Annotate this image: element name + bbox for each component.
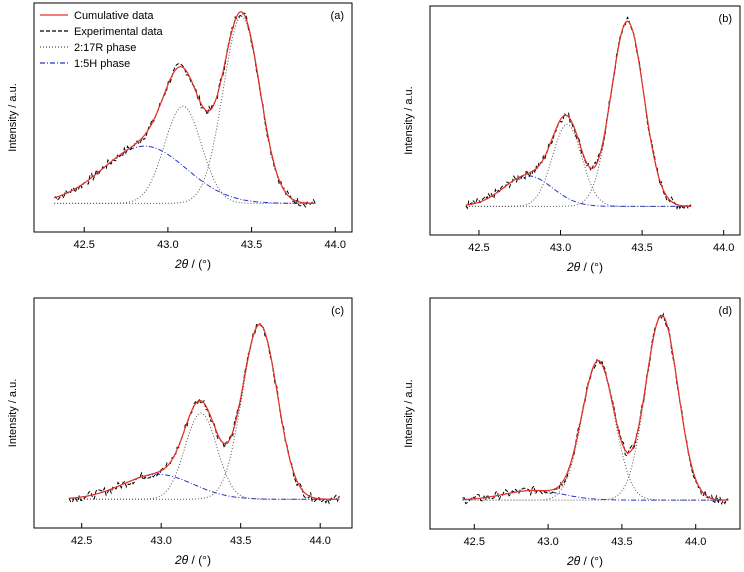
chart-panel-d: 42.5 43.0 43.5 44.0 2θ / (°) Intensity / a.u.…	[403, 297, 741, 568]
x-axis-symbol: 2θ	[566, 260, 581, 274]
x-axis-label: 2θ / (°)	[566, 260, 603, 274]
x-tick-label: 44.0	[309, 535, 330, 547]
x-tick-label: 42.5	[73, 239, 94, 251]
panel-frame	[33, 297, 353, 529]
x-axis-unit: / (°)	[188, 257, 211, 271]
x-axis-label: 2θ / (°)	[174, 553, 211, 567]
x-axis-unit: / (°)	[580, 260, 603, 274]
x-tick-label: 43.0	[537, 536, 558, 548]
x-axis-symbol: 2θ	[566, 554, 581, 568]
series-2-17r-phase-secondary	[54, 105, 316, 204]
panel-label: (d)	[719, 305, 732, 317]
x-tick-label: 43.0	[150, 535, 171, 547]
x-axis-label: 2θ / (°)	[566, 554, 603, 568]
panel-frame	[33, 2, 353, 233]
x-tick-label: 43.5	[611, 536, 632, 548]
x-axis-label: 2θ / (°)	[174, 257, 211, 271]
x-tick-label: 44.0	[685, 536, 706, 548]
x-tick-label: 44.0	[325, 239, 346, 251]
series-2-17r-phase-main	[465, 20, 692, 207]
y-axis-label: Intensity / a.u.	[403, 86, 415, 154]
series-cumulative-data	[68, 323, 340, 500]
legend: Cumulative data Experimental data 2:17R ph…	[40, 10, 164, 70]
chart-panel-a: 42.5 43.0 43.5 44.0 2θ / (°) Intensity / a.u.…	[7, 2, 353, 271]
x-tick-label: 43.5	[241, 239, 262, 251]
panel-label: (b)	[719, 13, 732, 25]
x-axis-unit: / (°)	[580, 554, 603, 568]
x-tick-label: 42.5	[464, 536, 485, 548]
x-axis-symbol: 2θ	[174, 553, 189, 567]
panel-frame	[429, 5, 741, 236]
series-2-17r-phase-secondary	[69, 412, 340, 500]
legend-label-experimental: Experimental data	[74, 26, 164, 38]
series-experimental-data	[462, 312, 729, 506]
chart-panel-b: 42.5 43.0 43.5 44.0 2θ / (°) Intensity / a.u.…	[403, 5, 741, 274]
legend-label-phase_2_17R: 2:17R phase	[74, 42, 136, 54]
y-axis-label: Intensity / a.u.	[403, 379, 415, 447]
legend-label-cumulative: Cumulative data	[74, 10, 154, 22]
panel-label: (c)	[331, 305, 344, 317]
x-tick-label: 43.5	[230, 535, 251, 547]
series-experimental-data	[465, 16, 692, 210]
series-1-5h-phase	[68, 473, 340, 500]
chart-panel-c: 42.5 43.0 43.5 44.0 2θ / (°) Intensity / a.u.…	[7, 297, 353, 567]
series-2-17r-phase-main	[69, 324, 340, 500]
x-tick-label: 43.5	[631, 242, 652, 254]
x-tick-label: 43.0	[550, 242, 571, 254]
x-tick-label: 42.5	[71, 535, 92, 547]
y-axis-label: Intensity / a.u.	[7, 83, 19, 151]
panel-label: (a)	[331, 10, 344, 22]
series-cumulative-data	[53, 11, 316, 204]
series-2-17r-phase-secondary	[462, 361, 729, 501]
series-2-17r-phase-secondary	[465, 123, 692, 207]
x-axis-symbol: 2θ	[174, 257, 189, 271]
series-1-5h-phase	[53, 145, 316, 204]
series-experimental-data	[68, 322, 340, 505]
series-2-17r-phase-main	[462, 314, 729, 501]
legend-label-phase_1_5H: 1:5H phase	[74, 58, 130, 70]
series-cumulative-data	[462, 314, 729, 501]
series-cumulative-data	[465, 20, 692, 207]
x-axis-unit: / (°)	[188, 553, 211, 567]
x-tick-label: 44.0	[713, 242, 734, 254]
x-tick-label: 42.5	[468, 242, 489, 254]
x-tick-label: 43.0	[157, 239, 178, 251]
y-axis-label: Intensity / a.u.	[7, 379, 19, 447]
panel-frame	[429, 297, 741, 530]
